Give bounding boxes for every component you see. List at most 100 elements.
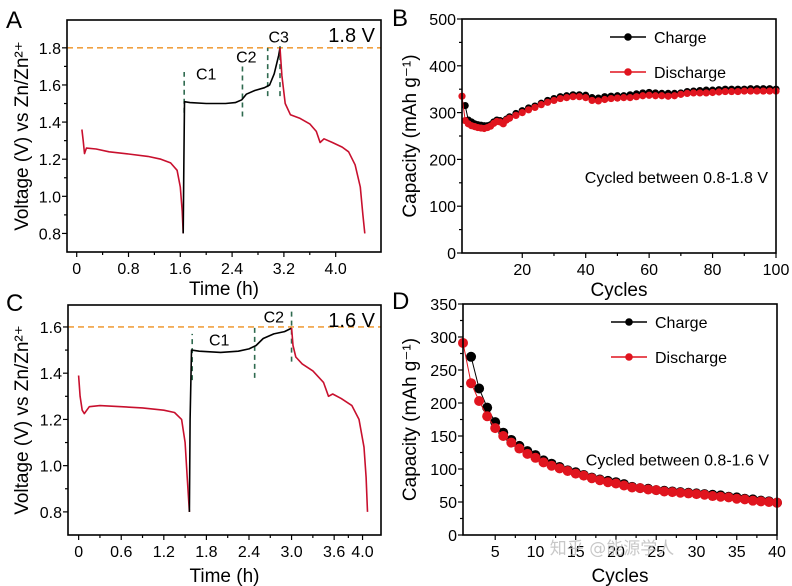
y-tick-label: 0 xyxy=(448,528,457,545)
legend-label: Discharge xyxy=(655,350,727,367)
discharge-point xyxy=(594,475,605,486)
panel-letter: D xyxy=(392,288,409,315)
stage-label: C1 xyxy=(196,66,217,83)
x-tick-label: 10 xyxy=(527,544,545,561)
y-tick-label: 300 xyxy=(429,106,456,123)
x-axis-title: Time (h) xyxy=(189,566,259,586)
discharge-point xyxy=(582,94,590,102)
panel-d: D 5 10 15 20 25 30 35 40 0 50 100 150 200 250 300 350 Cyc… xyxy=(392,288,786,586)
discharge-point xyxy=(747,87,755,95)
discharge-point xyxy=(766,87,774,95)
discharge-point xyxy=(607,94,615,103)
discharge-point xyxy=(588,96,596,105)
y-tick-label: 300 xyxy=(430,330,457,347)
x-tick-label: 20 xyxy=(607,544,625,561)
discharge-point xyxy=(659,486,670,497)
discharge-point xyxy=(759,87,767,95)
y-tick-label: 0 xyxy=(447,246,456,263)
discharge-point xyxy=(544,98,552,106)
discharge-point xyxy=(632,93,641,101)
discharge-point xyxy=(721,87,729,96)
y-tick-label: 1.2 xyxy=(39,152,61,169)
discharge-point xyxy=(602,477,613,488)
x-tick-label: 0.6 xyxy=(110,544,132,561)
discharge-point xyxy=(699,489,710,500)
panel-letter: B xyxy=(392,5,408,32)
x-tick-label: 5 xyxy=(491,544,500,561)
x-tick-label: 40 xyxy=(577,262,595,279)
x-tick-label: 20 xyxy=(513,262,531,279)
x-axis-title: Time (h) xyxy=(189,279,259,300)
discharge-point xyxy=(651,485,662,496)
x-tick-label: 80 xyxy=(704,262,722,279)
x-tick-label: 35 xyxy=(728,544,746,561)
y-tick-label: 100 xyxy=(430,462,457,479)
cutoff-label: 1.6 V xyxy=(328,310,375,332)
discharge-point xyxy=(518,109,526,117)
y-tick-label: 1.4 xyxy=(40,366,62,383)
y-tick-label: 1.0 xyxy=(40,459,62,476)
y-tick-label: 200 xyxy=(429,152,456,169)
discharge-point xyxy=(708,88,717,97)
discharge-point xyxy=(755,496,766,507)
discharge-point xyxy=(731,493,742,504)
discharge-point xyxy=(739,494,750,505)
x-axis-title: Cycles xyxy=(591,566,648,586)
y-tick-label: 0.8 xyxy=(40,505,62,522)
discharge-point xyxy=(522,448,533,459)
discharge-point xyxy=(575,93,583,101)
discharge-point xyxy=(546,460,557,471)
x-tick-label: 30 xyxy=(688,544,706,561)
discharge-point xyxy=(610,478,621,489)
y-tick-label: 400 xyxy=(429,59,456,76)
x-tick-label: 3.2 xyxy=(273,261,295,278)
x-tick-label: 3.0 xyxy=(280,544,302,561)
watermark: 知乎 @能源学人 xyxy=(550,539,674,559)
charge-point xyxy=(474,383,485,394)
discharge-point xyxy=(670,92,679,100)
discharge-point xyxy=(556,94,564,103)
series-line-second-discharge xyxy=(279,47,366,234)
panel-letter: C xyxy=(6,290,23,317)
x-tick-label: 100 xyxy=(763,262,790,279)
discharge-point xyxy=(677,90,685,98)
discharge-point xyxy=(538,457,549,468)
discharge-point xyxy=(554,463,565,474)
y-tick-label: 200 xyxy=(430,396,457,413)
cycling-annotation: Cycled between 0.8-1.8 V xyxy=(585,170,769,187)
panel-a: A 1.8 V C1 C2 C3 0 0.8 1.6 2.4 3.2 4.0 0.8 1.0 1.2 1.4… xyxy=(6,7,382,300)
y-tick-label: 1.0 xyxy=(39,189,61,206)
discharge-point xyxy=(620,94,628,102)
y-tick-label: 1.8 xyxy=(39,41,61,58)
x-tick-label: 1.2 xyxy=(153,544,175,561)
x-tick-label: 2.4 xyxy=(221,261,243,278)
stage-label: C1 xyxy=(209,332,230,349)
discharge-point xyxy=(562,465,573,476)
discharge-point xyxy=(474,396,485,407)
discharge-point xyxy=(570,468,581,479)
x-tick-label: 60 xyxy=(640,262,658,279)
x-tick-label: 3.6 xyxy=(323,544,345,561)
charge-point xyxy=(482,402,493,413)
cutoff-label: 1.8 V xyxy=(328,25,375,47)
legend-label: Charge xyxy=(655,315,708,332)
discharge-point xyxy=(683,488,694,499)
cycling-annotation: Cycled between 0.8-1.6 V xyxy=(586,453,770,470)
series-line-discharge xyxy=(462,342,778,504)
discharge-point xyxy=(506,437,517,448)
x-tick-label: 0 xyxy=(74,544,83,561)
discharge-point xyxy=(512,111,520,120)
discharge-point xyxy=(530,452,541,463)
discharge-point xyxy=(490,423,501,434)
x-tick-label: 4.0 xyxy=(351,544,373,561)
discharge-point xyxy=(753,87,761,95)
discharge-point xyxy=(613,94,622,102)
discharge-point xyxy=(578,470,589,481)
discharge-point xyxy=(715,88,723,96)
discharge-point xyxy=(525,106,533,114)
discharge-point xyxy=(643,484,654,495)
discharge-point xyxy=(651,92,660,100)
discharge-point xyxy=(740,87,748,95)
discharge-point xyxy=(537,101,545,109)
legend-marker xyxy=(625,353,633,361)
